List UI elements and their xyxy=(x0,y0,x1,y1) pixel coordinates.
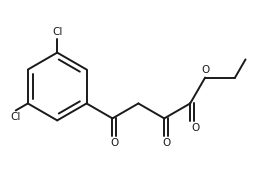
Text: Cl: Cl xyxy=(52,27,62,37)
Text: Cl: Cl xyxy=(11,112,21,122)
Text: O: O xyxy=(201,65,209,75)
Text: O: O xyxy=(110,138,118,148)
Text: O: O xyxy=(162,138,170,148)
Text: O: O xyxy=(192,123,200,133)
